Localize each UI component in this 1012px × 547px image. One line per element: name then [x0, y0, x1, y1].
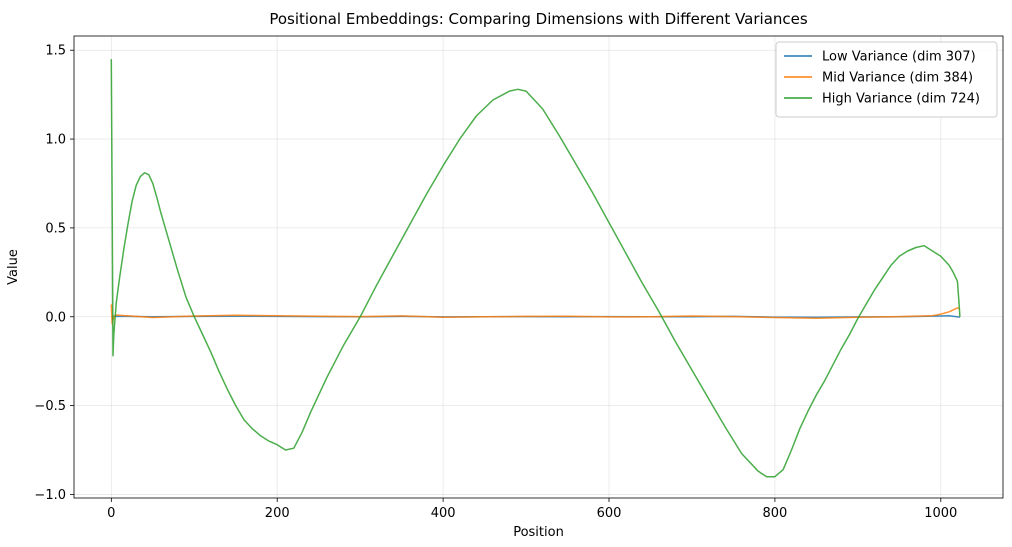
- y-tick-label: 0.0: [45, 310, 66, 325]
- legend-label: High Variance (dim 724): [822, 92, 980, 107]
- legend: Low Variance (dim 307) Mid Variance (dim …: [775, 41, 998, 118]
- x-tick-label: 600: [597, 506, 622, 521]
- x-axis-title: Position: [513, 525, 564, 540]
- series-lines: [110, 59, 961, 478]
- y-tick-label: 0.5: [45, 221, 66, 236]
- y-axis-title: Value: [6, 249, 21, 285]
- y-tick-label: −1.0: [34, 488, 66, 503]
- x-tick-label: 0: [107, 506, 115, 521]
- chart-title: Positional Embeddings: Comparing Dimensi…: [269, 10, 808, 28]
- x-tick-label: 200: [265, 506, 290, 521]
- x-tick-label: 1000: [924, 506, 957, 521]
- legend-label: Low Variance (dim 307): [822, 50, 976, 65]
- y-tick-label: 1.5: [45, 44, 66, 59]
- x-tick-label: 400: [431, 506, 456, 521]
- plot-area-frame: [73, 35, 1004, 499]
- series-line-2: [110, 304, 961, 325]
- y-tick-label: 1.0: [45, 133, 66, 148]
- y-tick-label: −0.5: [34, 399, 66, 414]
- x-tick-label: 800: [762, 506, 787, 521]
- axis-ticks: 0 200 400 600 800 1000 −1.0 −0.5 0.0 0.5 1.0 1.5: [34, 44, 957, 521]
- legend-box: [775, 41, 998, 118]
- legend-label: Mid Variance (dim 384): [822, 71, 973, 86]
- series-line-3: [110, 59, 961, 478]
